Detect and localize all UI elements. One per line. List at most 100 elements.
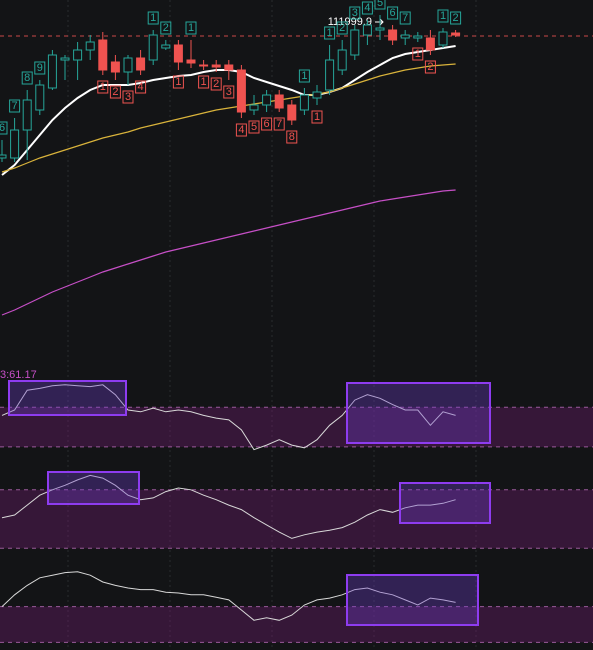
candle-body [312,91,322,99]
td-down-label: 3 [125,91,131,103]
candle-body [274,94,284,109]
td-box [286,130,298,144]
candle-body [123,57,133,73]
td-box [273,117,285,131]
td-down-label: 7 [276,118,282,130]
td-box [109,85,121,99]
candle-body [299,94,309,111]
td-down-label: 1 [175,76,181,88]
candle-body [98,39,108,71]
moving-average [1,63,456,173]
td-box [147,11,159,25]
td-up-label: 9 [37,62,43,74]
td-box [135,80,147,94]
td-up-label: 2 [339,22,345,34]
candle-body [438,31,448,46]
indicator-band [0,489,593,549]
candle-body [224,64,234,71]
td-up-label: 8 [24,72,30,84]
td-box [34,61,46,75]
indicator-line [1,384,456,451]
price-arrow [375,18,384,26]
candle-body [375,27,385,31]
candle-body [85,41,95,51]
candle-body [249,104,259,111]
highlight-box [399,482,491,524]
td-box [160,21,172,35]
candle-body [173,44,183,63]
td-up-label: 1 [150,12,156,24]
candle-body [337,49,347,71]
candle-body [400,34,410,39]
indicator-line [1,474,456,539]
td-box [387,6,399,20]
td-down-label: 8 [289,131,295,143]
td-box [9,99,21,113]
td-up-label: 2 [163,22,169,34]
indicator-band [0,606,593,643]
candle-body [161,44,171,49]
candle-body [73,49,83,61]
td-box [324,26,336,40]
td-box [261,117,273,131]
highlight-box [8,380,127,416]
td-box [172,75,184,89]
td-down-label: 4 [238,124,244,136]
td-box [361,1,373,15]
td-down-label: 1 [314,111,320,123]
candle-body [60,57,70,61]
td-down-label: 5 [251,121,257,133]
td-box [248,120,260,134]
indicator-label: 3:61.17 [0,369,37,381]
td-box [210,77,222,91]
candle-body [262,94,272,106]
candle-body [148,34,158,61]
td-box [349,6,361,20]
highlight-boxes [8,380,491,626]
td-box [374,0,386,10]
indicator-band [0,407,593,447]
td-down-label: 2 [213,78,219,90]
td-box [235,123,247,137]
td-down-label: 6 [264,118,270,130]
td-box [311,110,323,124]
candle-body [236,69,246,113]
td-box [97,80,109,94]
candle-body [35,84,45,111]
td-up-label: 7 [402,12,408,24]
candle-body [199,64,209,67]
td-down-label: 2 [427,61,433,73]
td-box [21,71,33,85]
highlight-box [47,471,140,505]
candle-body [186,59,196,64]
td-up-label: 6 [390,7,396,19]
td-up-label: 1 [327,27,333,39]
td-up-label: 7 [12,100,18,112]
td-box [185,21,197,35]
candle-body [22,99,32,131]
td-down-label: 2 [112,86,118,98]
td-down-label: 1 [201,76,207,88]
candle-body [47,54,57,89]
td-down-label: 4 [138,81,144,93]
candle-body [451,32,461,36]
td-box [450,11,462,25]
td-box [399,11,411,25]
td-up-label: 1 [440,10,446,22]
price-label: 111999.9 [328,16,372,28]
td-box [424,60,436,74]
td-up-label: 4 [364,2,370,14]
highlight-box [346,574,479,626]
td-box [298,69,310,83]
candle-body [362,24,372,36]
td-up-label: 1 [188,22,194,34]
td-up-label: 2 [453,12,459,24]
td-up-label: 1 [301,70,307,82]
td-up-label: 6 [0,122,5,134]
candle-body [388,29,398,41]
td-up-label: 5 [377,0,383,9]
td-box [198,75,210,89]
